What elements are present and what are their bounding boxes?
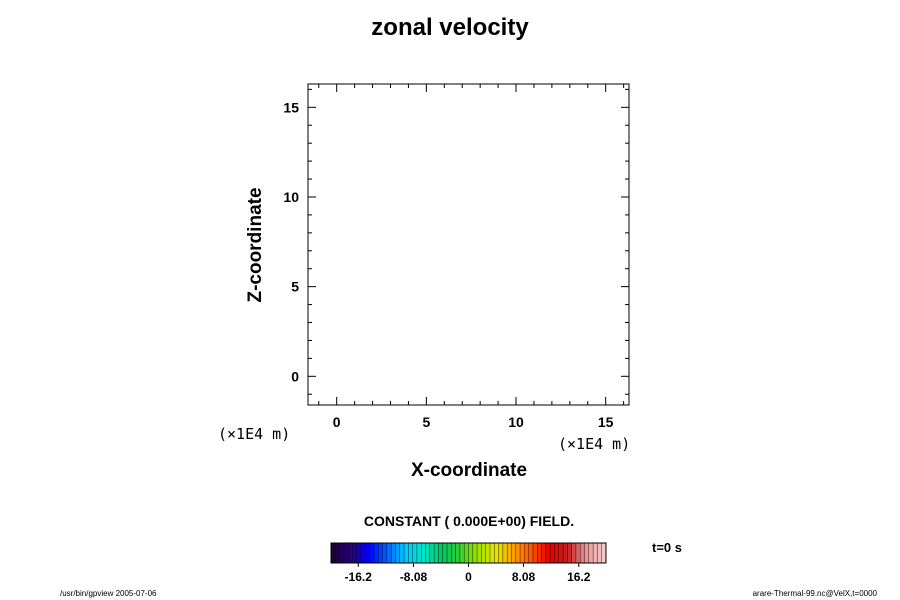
- colorbar-cell: [554, 543, 560, 563]
- colorbar-cell: [520, 543, 525, 563]
- time-label: t=0 s: [652, 540, 682, 555]
- colorbar-cell: [477, 543, 482, 563]
- colorbar-cell: [532, 543, 538, 563]
- colorbar-cell: [481, 543, 487, 563]
- colorbar-cell: [455, 543, 461, 563]
- colorbar-cell: [498, 543, 504, 563]
- colorbar-cell: [537, 543, 542, 563]
- colorbar-cell: [412, 543, 418, 563]
- colorbar-tick-label: -8.08: [400, 570, 428, 584]
- colorbar-cell: [442, 543, 448, 563]
- colorbar-cell: [352, 543, 358, 563]
- colorbar-cell: [593, 543, 598, 563]
- colorbar-cell: [524, 543, 530, 563]
- colorbar-cell: [502, 543, 508, 563]
- footer-command: /usr/bin/gpview 2005-07-06: [60, 589, 157, 598]
- colorbar-tick-label: 8.08: [512, 570, 536, 584]
- colorbar-cell: [494, 543, 499, 563]
- colorbar-cell: [438, 543, 444, 563]
- colorbar-cell: [451, 543, 457, 563]
- colorbar-cell: [373, 543, 379, 563]
- colorbar-cell: [365, 543, 371, 563]
- colorbar-cell: [507, 543, 512, 563]
- y-axis-unit: (×1E4 m): [218, 425, 291, 443]
- colorbar-cell: [485, 543, 491, 563]
- x-tick-label: 5: [422, 414, 430, 430]
- colorbar-cell: [356, 543, 362, 563]
- colorbar-cell: [434, 543, 439, 563]
- colorbar-cell: [472, 543, 478, 563]
- colorbar-cell: [425, 543, 431, 563]
- colorbar-cell: [395, 543, 401, 563]
- colorbar-cell: [580, 543, 585, 563]
- x-axis-label: X-coordinate: [410, 460, 528, 481]
- colorbar-cell: [541, 543, 547, 563]
- colorbar-cell: [421, 543, 426, 563]
- colorbar-cell: [515, 543, 521, 563]
- colorbar-cell: [335, 543, 340, 563]
- colorbar-tick-label: 16.2: [567, 570, 591, 584]
- colorbar-cell: [571, 543, 577, 563]
- colorbar-cell: [348, 543, 353, 563]
- colorbar-cell: [550, 543, 555, 563]
- y-axis-label: Z-coordinate: [245, 187, 266, 303]
- colorbar-cell: [575, 543, 581, 563]
- field-note: CONSTANT ( 0.000E+00) FIELD.: [363, 513, 575, 529]
- colorbar-cell: [545, 543, 551, 563]
- colorbar: -16.2 -8.08 0 8.08 16.2: [330, 542, 607, 584]
- y-tick-label: 10: [283, 189, 299, 205]
- footer-source: arare-Thermal-99.nc@VelX,t=0000: [752, 589, 877, 598]
- colorbar-cell: [567, 543, 573, 563]
- x-tick-label: 0: [333, 414, 341, 430]
- colorbar-tick-label: 0: [465, 570, 472, 584]
- colorbar-cell: [588, 543, 594, 563]
- axes-group: 0 5 10 15 0 5 10 15: [283, 83, 630, 430]
- y-tick-label: 0: [291, 368, 299, 384]
- colorbar-cell: [404, 543, 409, 563]
- colorbar-cell: [391, 543, 396, 563]
- colorbar-cell: [429, 543, 435, 563]
- colorbar-cell: [459, 543, 465, 563]
- colorbar-cell: [464, 543, 469, 563]
- colorbar-cell: [597, 543, 603, 563]
- colorbar-cell: [386, 543, 392, 563]
- colorbar-cell: [369, 543, 375, 563]
- y-tick-label: 15: [283, 99, 299, 115]
- x-tick-label: 15: [598, 414, 614, 430]
- colorbar-cell: [601, 543, 607, 563]
- colorbar-cell: [447, 543, 452, 563]
- x-axis-unit: (×1E4 m): [558, 435, 631, 453]
- plot-frame: [307, 83, 630, 406]
- colorbar-cell: [361, 543, 366, 563]
- colorbar-cell: [563, 543, 568, 563]
- colorbar-cell: [558, 543, 564, 563]
- colorbar-cell: [331, 543, 336, 563]
- colorbar-cell: [343, 543, 349, 563]
- y-tick-label: 5: [291, 279, 299, 295]
- colorbar-cell: [468, 543, 474, 563]
- colorbar-cell: [416, 543, 422, 563]
- colorbar-cell: [378, 543, 383, 563]
- colorbar-cell: [382, 543, 388, 563]
- colorbar-cell: [511, 543, 517, 563]
- chart-title: zonal velocity: [371, 14, 529, 41]
- colorbar-cell: [399, 543, 405, 563]
- colorbar-cell: [339, 543, 345, 563]
- colorbar-cell: [584, 543, 590, 563]
- colorbar-cell: [408, 543, 414, 563]
- colorbar-cell: [489, 543, 495, 563]
- x-tick-label: 10: [508, 414, 524, 430]
- colorbar-tick-label: -16.2: [345, 570, 373, 584]
- colorbar-cell: [528, 543, 534, 563]
